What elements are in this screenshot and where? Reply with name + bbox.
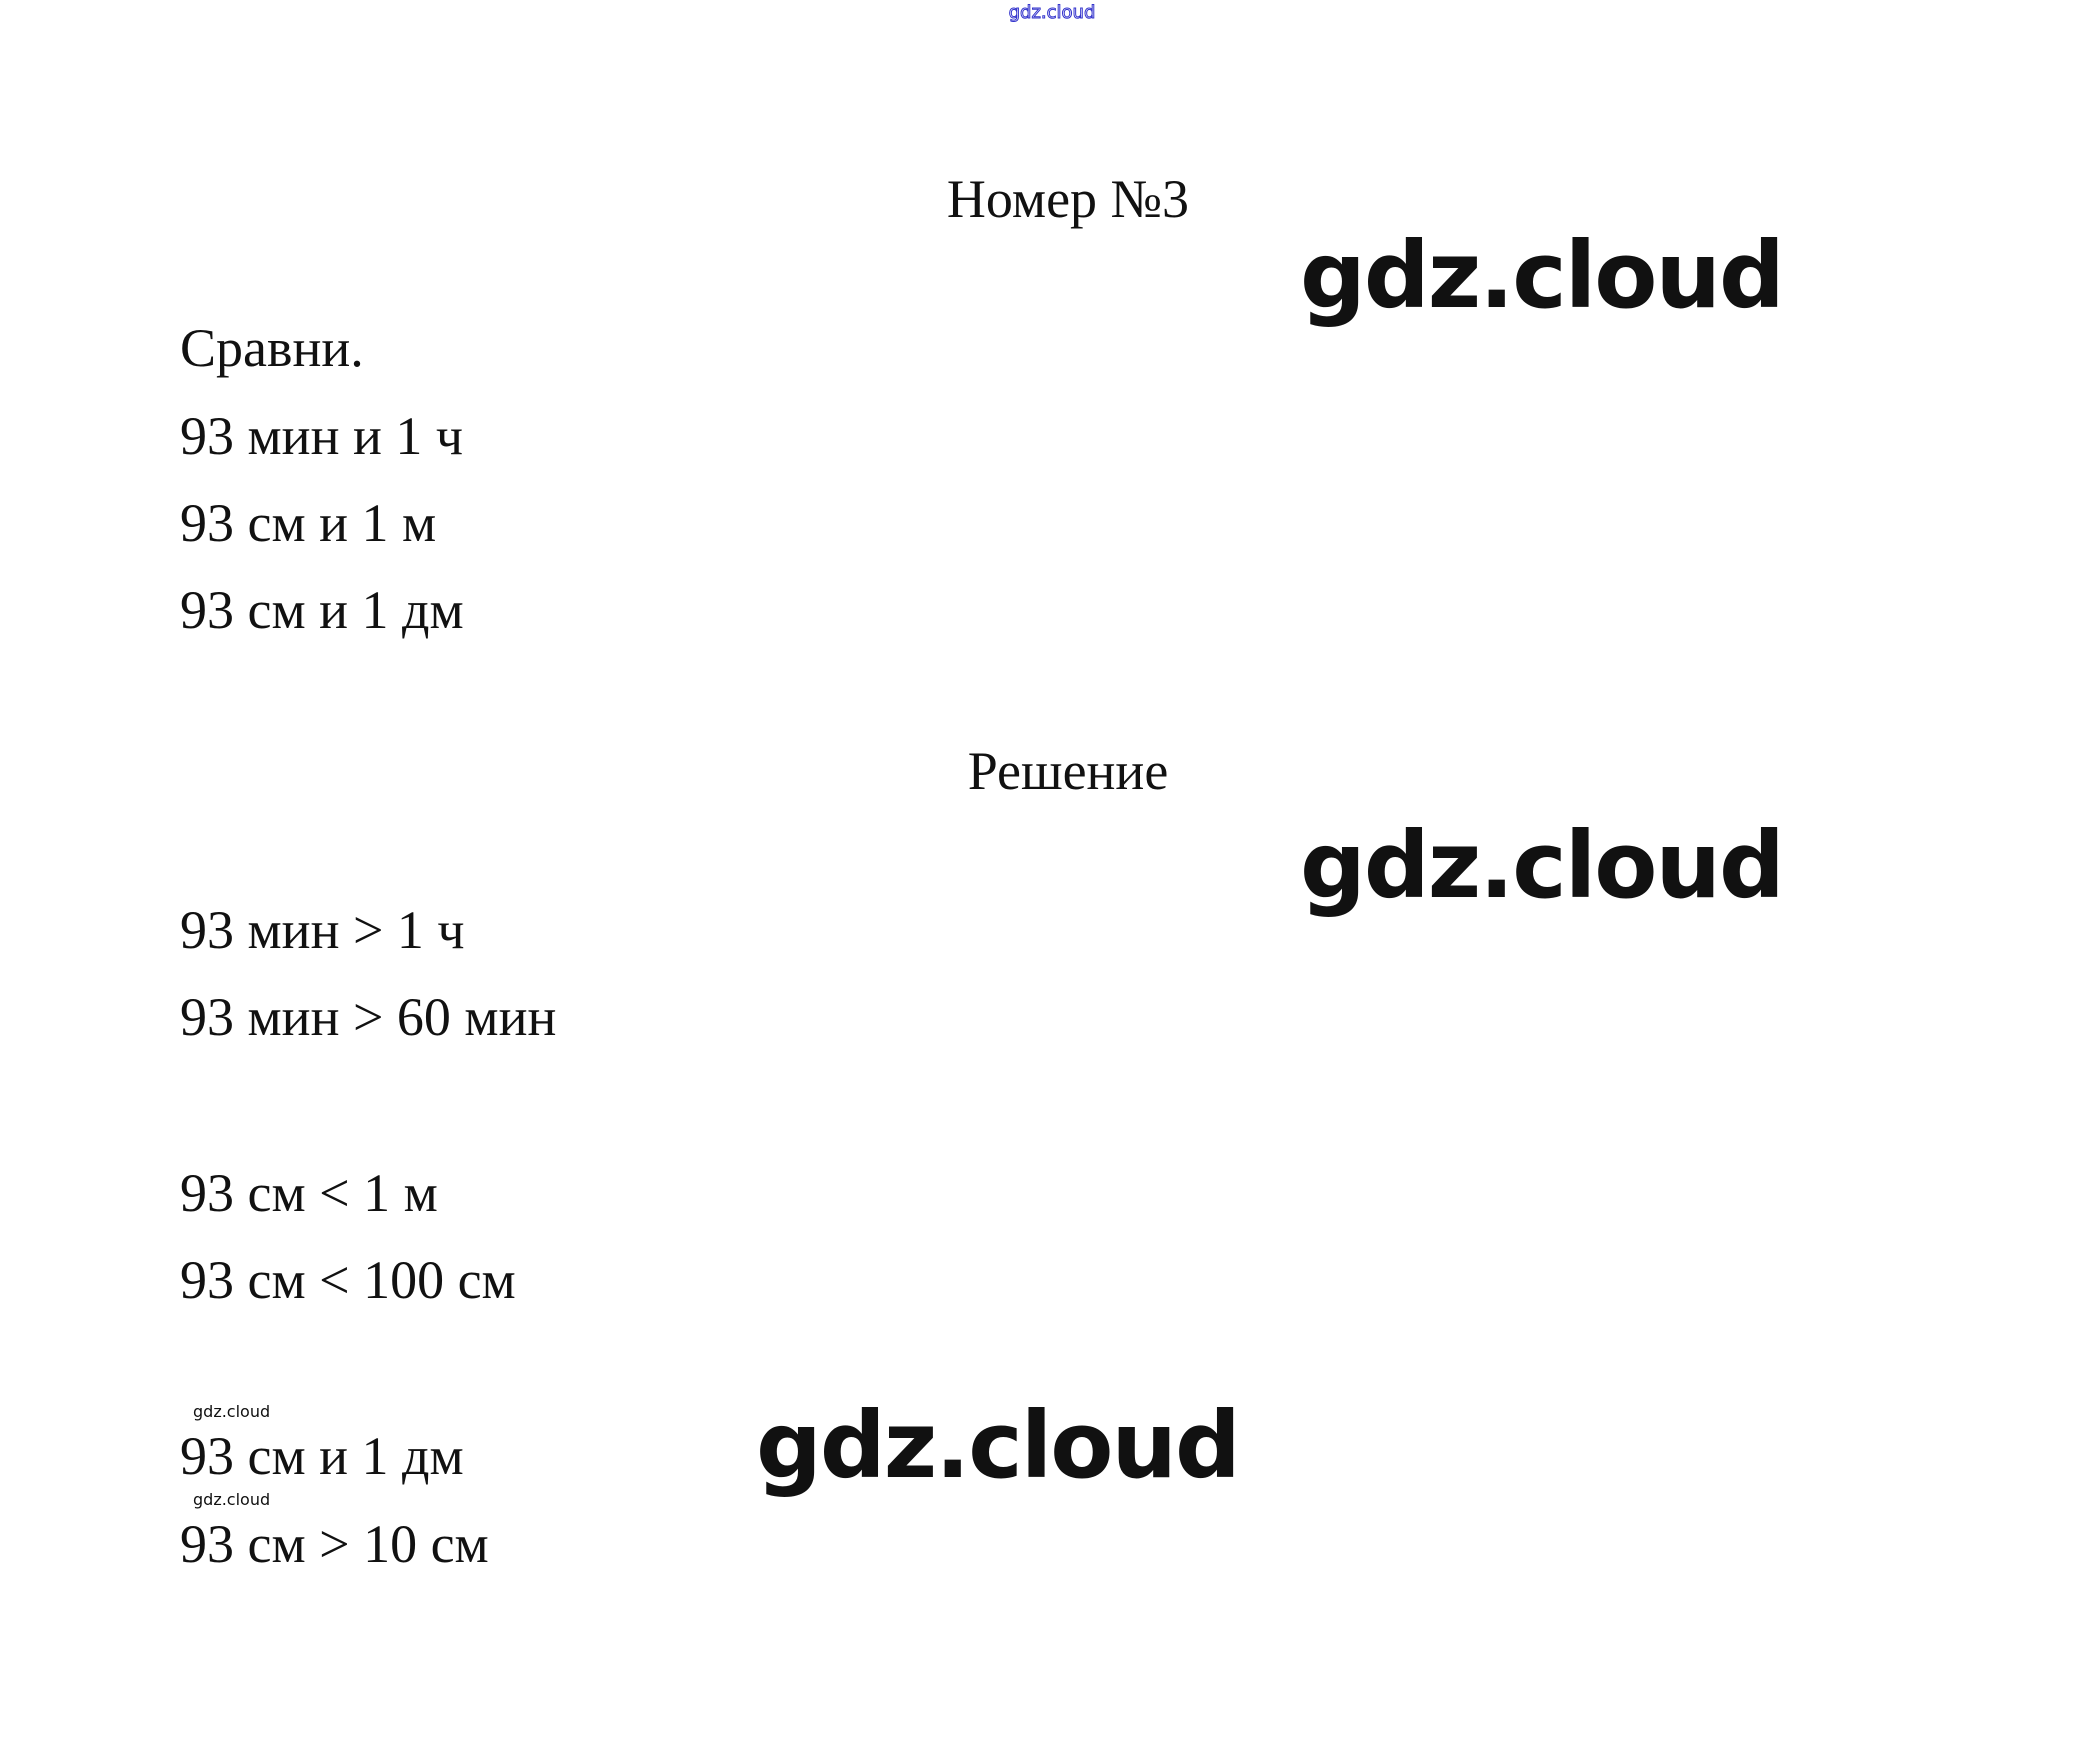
solution-heading: Решение	[967, 741, 1169, 801]
solution-line: 93 мин > 1 ч	[180, 900, 465, 960]
page-title: Номер №3	[946, 169, 1190, 229]
solution-line: 93 см > 10 см	[180, 1514, 489, 1574]
solution-line: 93 см < 100 см	[180, 1250, 516, 1310]
watermark: gdz.cloud	[1300, 222, 1785, 329]
solution-line: 93 см и 1 дм	[180, 1426, 464, 1486]
solution-line: 93 см < 1 м	[180, 1163, 438, 1223]
watermark: gdz.cloud	[1300, 812, 1785, 919]
watermark: gdz.cloud	[756, 1392, 1241, 1499]
solution-line: 93 мин > 60 мин	[180, 987, 557, 1047]
task-prompt: Сравни.	[180, 318, 364, 378]
task-item: 93 см и 1 м	[180, 493, 437, 553]
small-watermark: gdz.cloud	[193, 1402, 271, 1421]
task-item: 93 мин и 1 ч	[180, 406, 464, 466]
site-link[interactable]: gdz.cloud	[1008, 2, 1096, 24]
small-watermark: gdz.cloud	[193, 1490, 271, 1509]
task-item: 93 см и 1 дм	[180, 580, 464, 640]
